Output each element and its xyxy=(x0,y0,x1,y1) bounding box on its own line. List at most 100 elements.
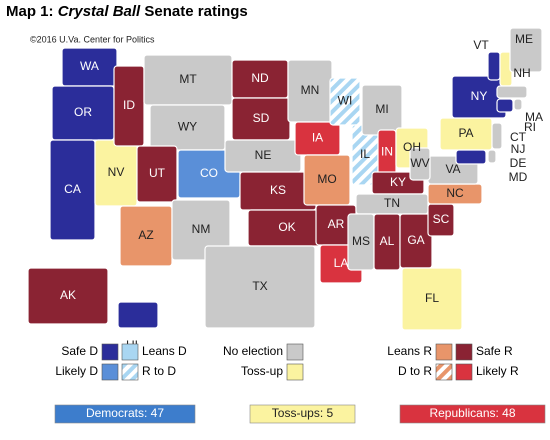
legend-label: Safe D xyxy=(61,344,98,358)
state-label: NJ xyxy=(511,142,526,156)
total-label: Republicans: xyxy=(429,406,498,420)
title-italic: Crystal Ball xyxy=(58,3,141,20)
legend-label: Likely D xyxy=(55,364,98,378)
state-label: IA xyxy=(312,131,323,145)
legend-label: Leans D xyxy=(142,344,187,358)
state-label: AK xyxy=(60,288,76,302)
legend-swatch xyxy=(286,343,304,361)
legend-label: Toss-up xyxy=(241,364,283,378)
state-label: PA xyxy=(458,126,473,140)
state-label: ND xyxy=(251,71,269,85)
total-bar xyxy=(249,404,356,424)
state xyxy=(117,301,159,329)
state-label: MN xyxy=(301,83,320,97)
legend-swatch xyxy=(435,363,453,381)
state-label: ME xyxy=(515,32,533,46)
state-label: KY xyxy=(390,175,406,189)
state xyxy=(513,98,523,111)
state-label: TX xyxy=(252,279,267,293)
state xyxy=(487,51,501,81)
total-value: 47 xyxy=(151,406,165,420)
legend-swatch xyxy=(435,343,453,361)
total-bar xyxy=(54,404,196,424)
legend-swatch xyxy=(286,363,304,381)
legend-swatch xyxy=(101,363,119,381)
total-bar xyxy=(399,404,546,424)
state-label: CO xyxy=(200,166,218,180)
legend-swatch xyxy=(455,363,473,381)
state xyxy=(496,98,514,113)
state-label: WA xyxy=(80,59,99,73)
state-label: RI xyxy=(524,120,536,134)
state-label: OK xyxy=(278,220,295,234)
state-label: KS xyxy=(270,183,286,197)
total-value: 5 xyxy=(327,406,334,420)
state-labels: WA OR CA NV ID MT WY UT CO AZ NM ND SD NE KS OK TX MN IA MO… xyxy=(60,32,543,352)
state-label: AL xyxy=(380,234,395,248)
state xyxy=(171,199,231,261)
state-label: MO xyxy=(317,172,336,186)
state-label: UT xyxy=(149,166,166,180)
state-label: NC xyxy=(446,186,464,200)
state xyxy=(204,245,316,329)
legend: Safe D Likely D Leans D R to D No election To… xyxy=(55,343,519,381)
state xyxy=(329,77,361,126)
legend-label: Leans R xyxy=(387,344,432,358)
state-label: SD xyxy=(253,111,270,125)
totals: Democrats: 47 Toss-ups: 5 Republicans: 48 xyxy=(54,404,546,424)
state xyxy=(113,65,145,147)
state xyxy=(509,27,543,73)
state xyxy=(136,145,178,203)
legend-swatch xyxy=(121,363,139,381)
state xyxy=(487,149,497,164)
legend-swatch xyxy=(101,343,119,361)
legend-label: Likely R xyxy=(476,364,519,378)
state-label: FL xyxy=(425,291,439,305)
state-label: VA xyxy=(445,162,460,176)
state-label: WV xyxy=(410,156,429,170)
state-label: NY xyxy=(471,89,488,103)
state xyxy=(491,122,503,150)
state-label: WY xyxy=(178,120,197,134)
title: Map 1: Crystal Ball Senate ratings xyxy=(6,3,248,20)
state xyxy=(27,267,109,325)
total-value: 48 xyxy=(502,406,516,420)
state-label: NM xyxy=(192,222,211,236)
state-label: CA xyxy=(64,182,81,196)
legend-swatch xyxy=(455,343,473,361)
total-label: Toss-ups: xyxy=(272,406,323,420)
state-label: CT xyxy=(510,130,527,144)
state-label: GA xyxy=(407,233,424,247)
legend-label: D to R xyxy=(398,364,432,378)
total-text: Republicans: 48 xyxy=(429,406,515,420)
state-label: WI xyxy=(338,94,353,108)
state-label: OH xyxy=(403,140,421,154)
legend-label: R to D xyxy=(142,364,176,378)
state xyxy=(409,147,431,181)
state xyxy=(496,85,528,99)
total-text: Democrats: 47 xyxy=(86,406,164,420)
state-label: MI xyxy=(375,102,388,116)
total-text: Toss-ups: 5 xyxy=(272,406,334,420)
copyright: ©2016 U.Va. Center for Politics xyxy=(30,34,155,44)
state-label: SC xyxy=(433,212,450,226)
state-label: ID xyxy=(123,98,135,112)
state-label: LA xyxy=(334,256,349,270)
state-label: AR xyxy=(328,217,345,231)
states xyxy=(27,27,543,331)
state-label: MD xyxy=(509,170,528,184)
total-label: Democrats: xyxy=(86,406,147,420)
state-label: NV xyxy=(108,165,125,179)
state-label: IL xyxy=(360,147,370,161)
state-label: OR xyxy=(74,105,92,119)
title-prefix: Map 1: xyxy=(6,3,54,20)
legend-label: Safe R xyxy=(476,344,513,358)
state xyxy=(401,267,463,331)
state-label: AZ xyxy=(138,228,153,242)
legend-label: No election xyxy=(223,344,283,358)
state-label: MA xyxy=(525,110,543,124)
title-suffix: Senate ratings xyxy=(144,3,247,20)
state-label: DE xyxy=(510,156,527,170)
state-label: TN xyxy=(384,196,400,210)
